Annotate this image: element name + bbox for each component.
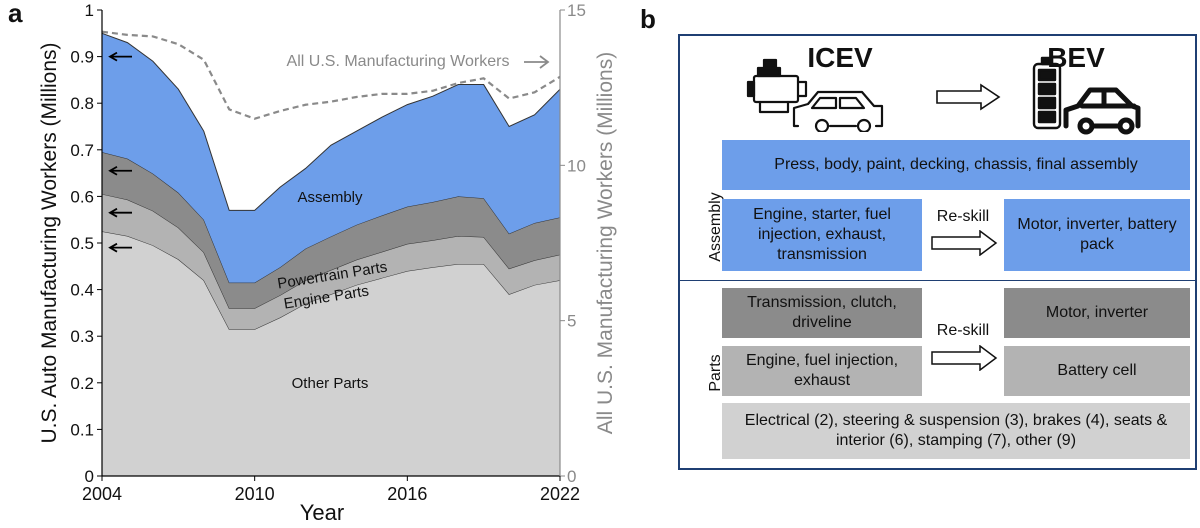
icev-engine-assembly-box: Engine, starter, fuel injection, exhaust… xyxy=(722,199,922,271)
y2-tick-label: 0 xyxy=(567,467,576,486)
y2-tick-label: 10 xyxy=(567,156,586,175)
arrow-marker-icon-3 xyxy=(108,242,132,253)
y-tick-label: 0.7 xyxy=(70,141,94,160)
line-all-us-manufacturing xyxy=(101,30,561,120)
y-tick-label: 0.9 xyxy=(70,48,94,67)
bev-motor-assembly-box: Motor, inverter, battery pack xyxy=(1004,199,1190,271)
assembly-reskill-label: Re-skill xyxy=(936,208,990,225)
y2-tick-label: 15 xyxy=(567,1,586,20)
y-tick-label: 0 xyxy=(85,467,94,486)
y-tick-label: 0.4 xyxy=(70,281,94,300)
label-other-parts: Other Parts xyxy=(292,375,369,392)
bev-motor-parts-box: Motor, inverter xyxy=(1004,288,1190,338)
assembly-reskill-arrow-icon xyxy=(931,230,998,256)
y-tick-label: 0.2 xyxy=(70,374,94,393)
battery-car-icon xyxy=(1032,56,1141,135)
y2-axis-title: All U.S. Manufacturing Workers (Millions… xyxy=(594,52,617,434)
y-tick-label: 0.3 xyxy=(70,327,94,346)
parts-reskill-label: Re-skill xyxy=(936,322,990,339)
y-axis-title: U.S. Auto Manufacturing Workers (Million… xyxy=(38,42,61,443)
arrow-marker-icon-0 xyxy=(108,51,132,62)
y-tick-label: 0.6 xyxy=(70,187,94,206)
y-tick-label: 0.8 xyxy=(70,94,94,113)
arrow-marker-icon-2 xyxy=(108,207,132,218)
area-powertrain-parts xyxy=(102,152,560,309)
area-edge-3 xyxy=(101,32,561,211)
area-assembly xyxy=(102,33,560,283)
parts-reskill-arrow-icon xyxy=(931,345,998,371)
icev-engine-parts-box: Engine, fuel injection, exhaust xyxy=(722,346,922,396)
label-all-us-manufacturing: All U.S. Manufacturing Workers xyxy=(287,53,510,70)
y-tick-label: 1 xyxy=(85,1,94,20)
x-tick-label: 2022 xyxy=(540,484,580,504)
bev-battery-box: Battery cell xyxy=(1004,346,1190,396)
y-tick-label: 0.5 xyxy=(70,234,94,253)
y2-tick-label: 5 xyxy=(567,312,576,331)
x-axis-title: Year xyxy=(300,500,344,525)
all-us-arrow-icon xyxy=(524,55,550,69)
arrow-marker-icon-1 xyxy=(108,165,132,176)
y-tick-label: 0.1 xyxy=(70,420,94,439)
area-engine-parts xyxy=(102,194,560,330)
assembly-common-box: Press, body, paint, decking, chassis, fi… xyxy=(722,140,1190,190)
icev-title: ICEV xyxy=(807,42,873,73)
transition-diagram: ICEV BEV xyxy=(678,34,1197,470)
area-other-parts xyxy=(102,231,560,476)
transition-arrow-icon xyxy=(936,83,1001,111)
icev-transmission-box: Transmission, clutch, driveline xyxy=(722,288,922,338)
x-tick-label: 2004 xyxy=(82,484,122,504)
panel-b-letter: b xyxy=(640,4,656,34)
x-tick-label: 2010 xyxy=(235,484,275,504)
bev-title: BEV xyxy=(1047,42,1105,73)
x-tick-label: 2016 xyxy=(387,484,427,504)
label-assembly: Assembly xyxy=(297,189,363,206)
parts-common-box: Electrical (2), steering & suspension (3… xyxy=(722,403,1190,459)
panel-a-letter: a xyxy=(8,0,23,28)
engine-car-icon xyxy=(746,58,884,132)
section-divider xyxy=(680,280,1195,281)
